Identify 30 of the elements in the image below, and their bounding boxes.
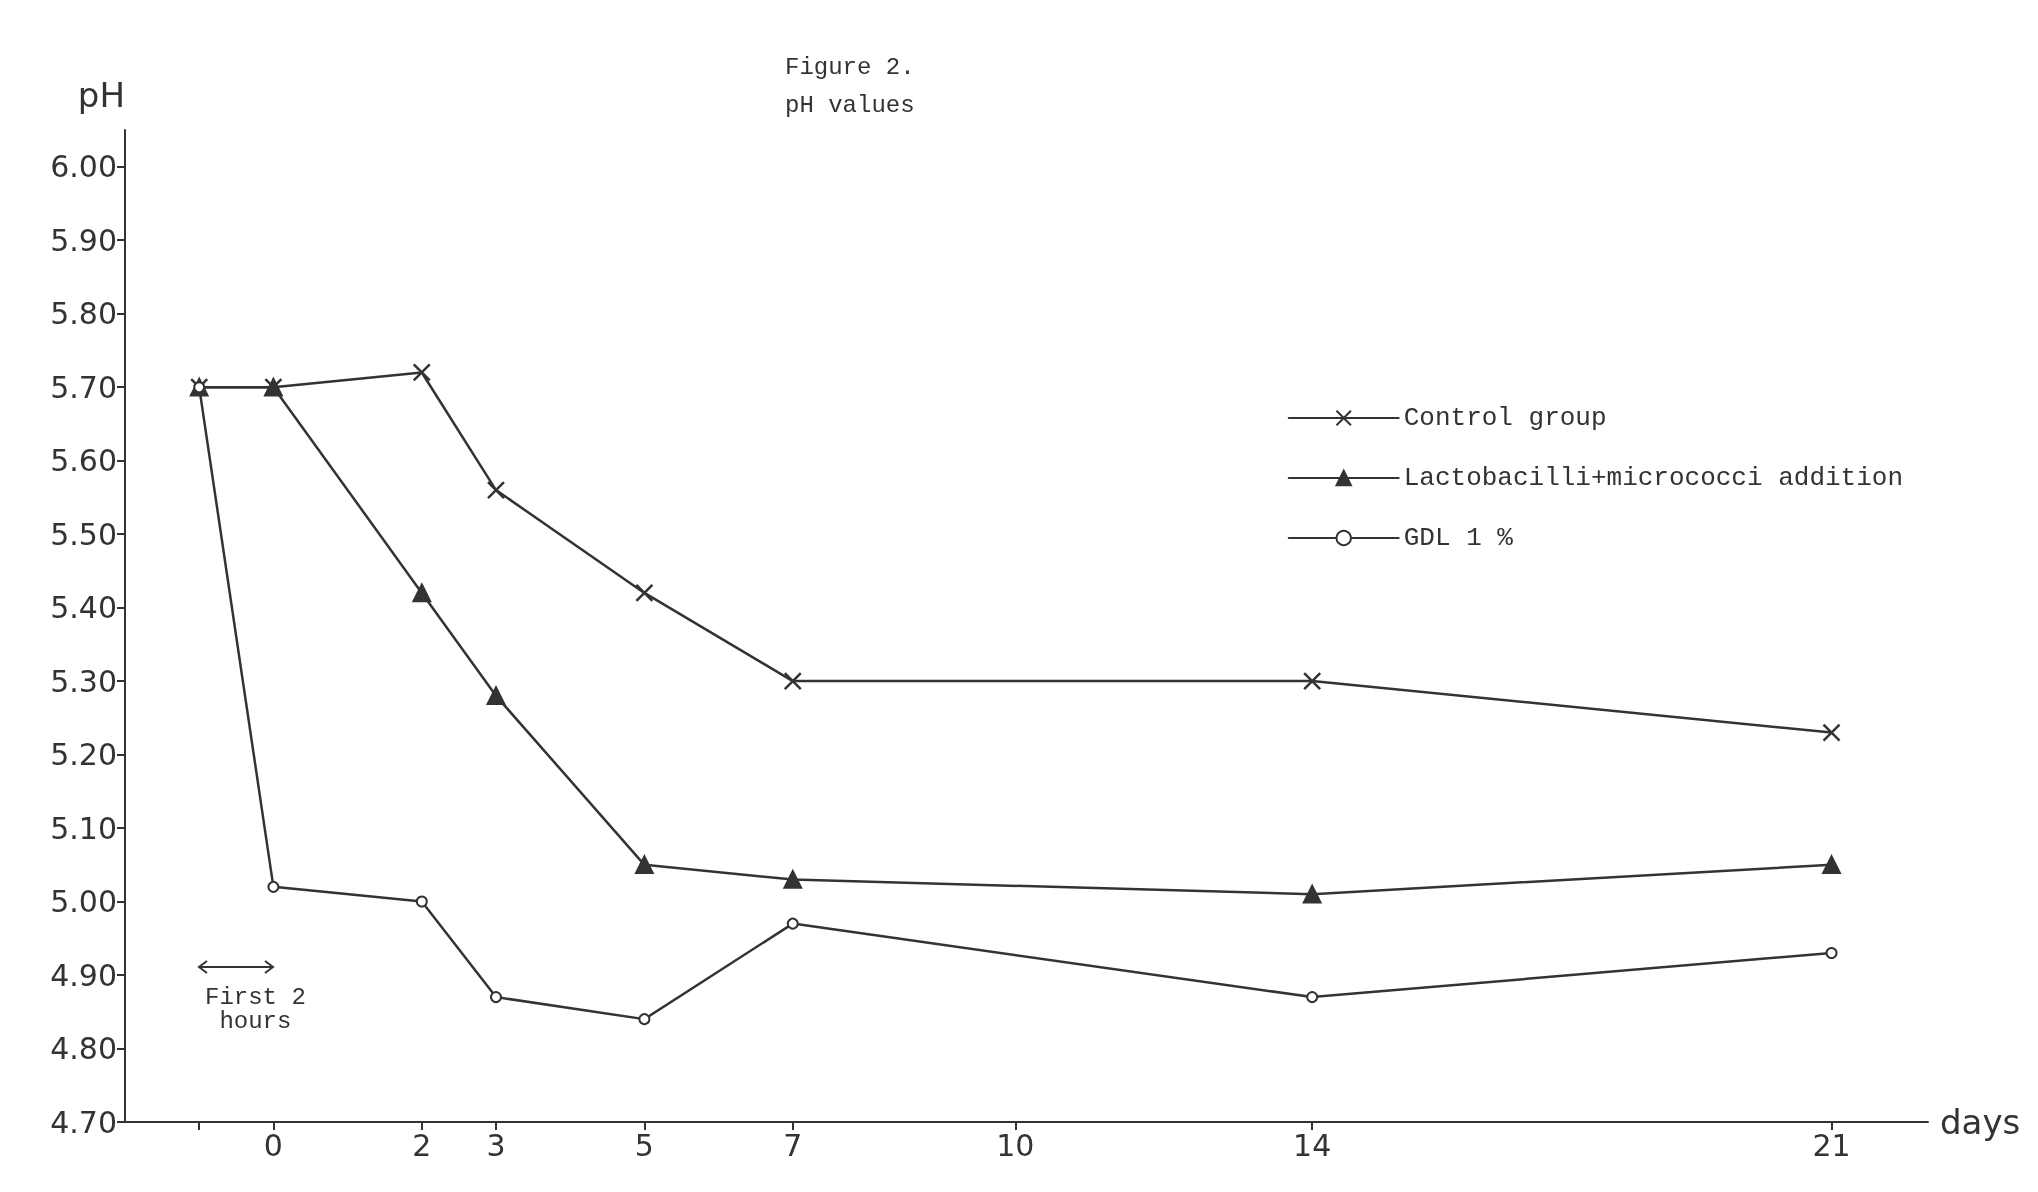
y-tick-label: 5.30 <box>50 663 117 699</box>
legend-label: GDL 1 % <box>1403 523 1514 553</box>
y-tick-label: 5.60 <box>50 443 117 479</box>
y-tick-label: 4.90 <box>50 957 117 993</box>
y-tick-label: 5.00 <box>50 884 117 920</box>
chart-subtitle: pH values <box>785 91 915 119</box>
y-tick-label: 4.80 <box>50 1031 117 1067</box>
y-tick-label: 5.20 <box>50 737 117 773</box>
x-tick-label: 21 <box>1812 1127 1851 1163</box>
annotation: First 2 hours <box>205 983 306 1035</box>
x-tick-label: 14 <box>1293 1127 1332 1163</box>
y-tick-label: 5.90 <box>50 222 117 258</box>
x-tick-label: 0 <box>263 1127 283 1163</box>
chart-title: Figure 2. <box>785 53 915 81</box>
x-tick-label: 3 <box>486 1127 506 1163</box>
y-tick-label: 4.70 <box>50 1104 117 1140</box>
y-tick-label: 5.80 <box>50 296 117 332</box>
y-tick-label: 5.50 <box>50 516 117 552</box>
x-tick-label: 10 <box>996 1127 1035 1163</box>
y-tick-label: 5.40 <box>50 590 117 626</box>
x-tick-label: 7 <box>783 1127 803 1163</box>
y-tick-label: 5.70 <box>50 369 117 405</box>
x-tick-label: 5 <box>634 1127 654 1163</box>
x-axis-title: days <box>1940 1102 2021 1142</box>
x-tick-label: 2 <box>412 1127 432 1163</box>
y-axis-title: pH <box>77 75 125 115</box>
legend-label: Control group <box>1403 403 1607 433</box>
legend-label: Lactobacilli+micrococci addition <box>1403 463 1903 493</box>
y-tick-label: 5.10 <box>50 810 117 846</box>
y-tick-label: 6.00 <box>50 149 117 185</box>
